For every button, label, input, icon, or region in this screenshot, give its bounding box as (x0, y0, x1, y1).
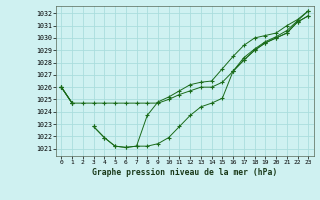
X-axis label: Graphe pression niveau de la mer (hPa): Graphe pression niveau de la mer (hPa) (92, 168, 277, 177)
